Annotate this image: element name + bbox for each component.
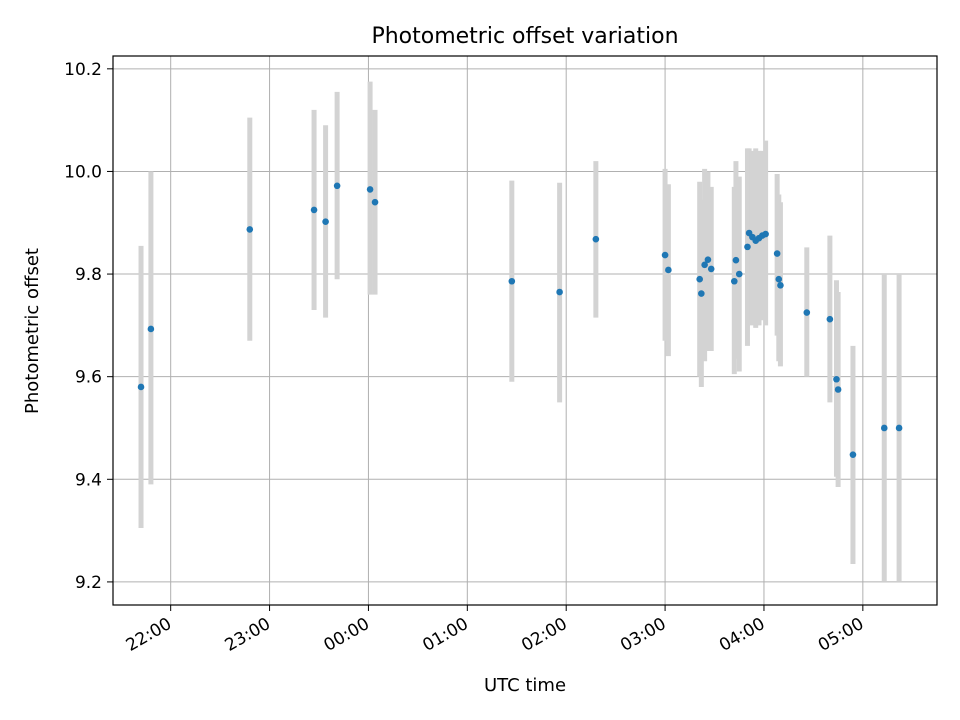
x-axis-label: UTC time xyxy=(484,675,566,696)
data-point xyxy=(556,288,563,296)
data-point xyxy=(147,325,155,333)
data-point xyxy=(698,290,705,297)
data-point xyxy=(762,230,769,238)
data-point xyxy=(895,424,903,432)
y-tick-label: 9.8 xyxy=(75,265,102,285)
data-point xyxy=(665,266,672,274)
data-point xyxy=(826,315,834,323)
data-point xyxy=(508,277,516,285)
data-point xyxy=(777,282,784,289)
data-point xyxy=(833,375,840,383)
data-point xyxy=(880,424,888,432)
data-point xyxy=(707,265,715,273)
data-point xyxy=(704,256,712,263)
data-point xyxy=(849,451,857,458)
data-point xyxy=(310,206,318,214)
data-point xyxy=(735,270,743,278)
y-tick-label: 9.2 xyxy=(75,573,102,593)
data-point xyxy=(333,182,341,190)
data-point xyxy=(371,198,379,206)
plot-area-frame xyxy=(112,55,938,606)
y-axis-ticks: 9.2 9.4 9.6 9.8 10.0 10.2 xyxy=(64,60,113,593)
data-point xyxy=(137,383,145,391)
data-point xyxy=(696,275,703,283)
y-tick-label: 10.0 xyxy=(64,162,102,182)
data-point xyxy=(775,275,783,283)
y-tick-label: 9.4 xyxy=(75,470,102,490)
data-point xyxy=(834,386,842,393)
data-point xyxy=(661,251,669,259)
data-point xyxy=(732,256,740,264)
data-point xyxy=(803,309,811,316)
data-point xyxy=(773,250,781,257)
data-point xyxy=(730,277,738,285)
y-tick-label: 9.6 xyxy=(75,368,102,388)
data-point xyxy=(744,243,751,251)
data-point xyxy=(592,235,600,243)
data-point xyxy=(366,186,374,193)
data-points xyxy=(137,182,903,458)
data-point xyxy=(246,226,254,233)
chart-title: Photometric offset variation xyxy=(371,24,678,49)
y-tick-label: 10.2 xyxy=(64,60,102,80)
data-point xyxy=(701,261,708,269)
y-axis-label: Photometric offset xyxy=(22,248,43,414)
data-point xyxy=(322,218,329,226)
